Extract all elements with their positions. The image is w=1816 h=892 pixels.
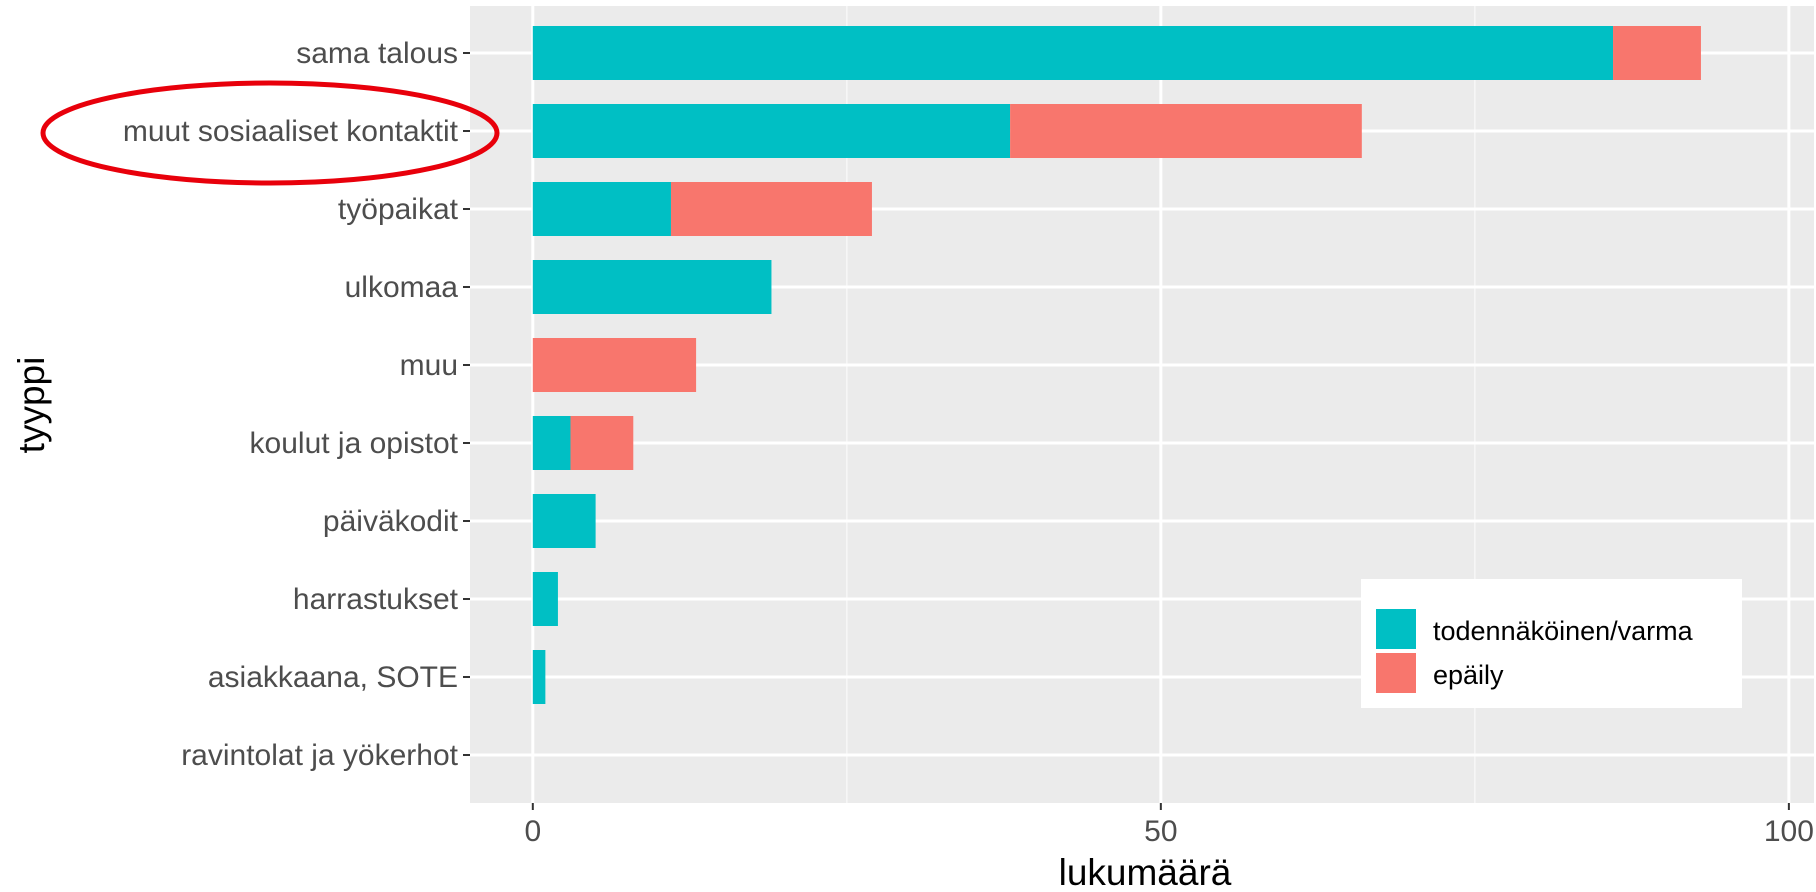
bar-asiakkaana-sote-todennakoinen-varma [532, 650, 546, 704]
y-tick-label-harrastukset: harrastukset [293, 583, 459, 616]
y-tick-label-koulut-ja-opistot: koulut ja opistot [250, 427, 459, 460]
legend-key-todennakoinen-varma [1376, 609, 1416, 649]
y-tick-label-paivakodit: päiväkodit [323, 505, 459, 538]
bar-ulkomaa-todennakoinen-varma [532, 260, 772, 314]
bar-tyopaikat-todennakoinen-varma [532, 182, 671, 236]
x-tick-label-50: 50 [1144, 815, 1177, 848]
y-tick-label-ulkomaa: ulkomaa [345, 271, 459, 304]
x-axis-title: lukumäärä [1059, 852, 1232, 892]
bar-muut-sosiaaliset-kontaktit-todennakoinen-varma [532, 104, 1011, 158]
legend-label-todennakoinen-varma: todennäköinen/varma [1433, 616, 1694, 646]
bar-koulut-ja-opistot-todennakoinen-varma [532, 416, 571, 470]
bar-paivakodit-todennakoinen-varma [532, 494, 596, 548]
y-tick-label-sama-talous: sama talous [296, 37, 458, 70]
legend: todennäköinen/varma epäily [1361, 579, 1742, 708]
bar-koulut-ja-opistot-epaily [570, 416, 634, 470]
y-tick-label-muut-sosiaaliset-kontaktit: muut sosiaaliset kontaktit [123, 115, 459, 148]
y-tick-label-muu: muu [400, 349, 458, 382]
bar-muut-sosiaaliset-kontaktit-epaily [1010, 104, 1362, 158]
y-axis-title: tyyppi [11, 357, 52, 454]
bar-muu-epaily [532, 338, 697, 392]
bar-sama-talous-todennakoinen-varma [532, 26, 1614, 80]
y-tick-label-asiakkaana-sote: asiakkaana, SOTE [208, 661, 458, 694]
bars [532, 26, 1701, 704]
y-tick-label-tyopaikat: työpaikat [338, 193, 459, 226]
bar-harrastukset-todennakoinen-varma [532, 572, 558, 626]
bar-sama-talous-epaily [1613, 26, 1701, 80]
legend-label-epaily: epäily [1433, 660, 1504, 690]
x-tick-label-0: 0 [524, 815, 541, 848]
legend-key-epaily [1376, 653, 1416, 693]
x-tick-label-100: 100 [1764, 815, 1814, 848]
bar-tyopaikat-epaily [670, 182, 872, 236]
y-tick-label-ravintolat-ja-yokerhot: ravintolat ja yökerhot [181, 739, 458, 772]
legend-box [1361, 579, 1742, 708]
highlight-ellipse [40, 80, 500, 186]
y-axis: sama talous muut sosiaaliset kontaktit työ… [123, 37, 470, 772]
x-axis: 0 50 100 [524, 803, 1814, 848]
